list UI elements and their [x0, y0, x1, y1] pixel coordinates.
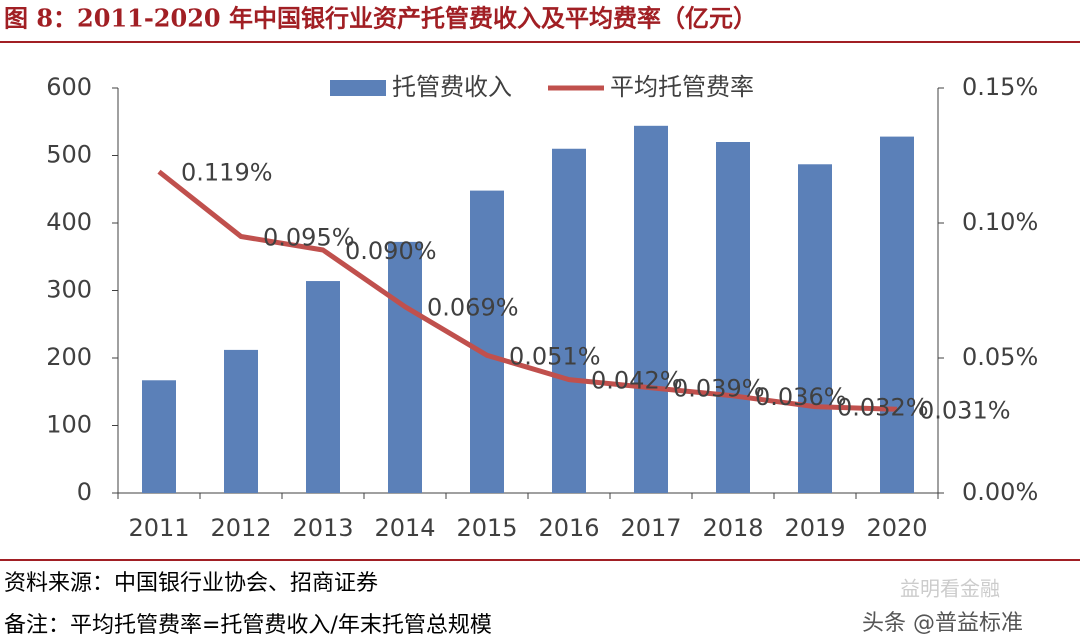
data-label: 0.051%: [509, 342, 601, 370]
data-label: 0.069%: [427, 294, 519, 322]
bar: [552, 148, 586, 493]
chart-title: 图 8：2011-2020 年中国银行业资产托管费收入及平均费率（亿元）: [4, 4, 757, 33]
x-tick-label: 2011: [128, 514, 189, 542]
bar: [470, 190, 504, 493]
y2-tick-label: 0.10%: [962, 208, 1038, 236]
watermark: 益明看金融: [900, 577, 1000, 601]
y-tick-label: 100: [46, 411, 92, 439]
data-label: 0.095%: [263, 224, 355, 252]
x-tick-label: 2020: [866, 514, 927, 542]
x-tick-label: 2016: [538, 514, 599, 542]
y2-tick-label: 0.00%: [962, 478, 1038, 506]
data-label: 0.042%: [591, 367, 683, 395]
bar: [634, 125, 668, 494]
y-tick-label: 0: [77, 478, 92, 506]
y2-tick-label: 0.15%: [962, 73, 1038, 101]
y-tick-label: 300: [46, 276, 92, 304]
source: 资料来源：中国银行业协会、招商证券: [4, 571, 378, 596]
x-tick-label: 2017: [620, 514, 681, 542]
bar: [224, 349, 258, 493]
line: [157, 169, 898, 412]
x-tick-label: 2015: [456, 514, 517, 542]
data-label: 0.119%: [181, 159, 273, 187]
x-tick-label: 2014: [374, 514, 435, 542]
bar: [142, 380, 176, 493]
legend-swatch: [330, 80, 386, 96]
x-tick-label: 2013: [292, 514, 353, 542]
x-tick-label: 2019: [784, 514, 845, 542]
data-label: 0.031%: [919, 396, 1011, 424]
data-label: 0.032%: [837, 394, 929, 422]
y-tick-label: 200: [46, 343, 92, 371]
y2-tick-label: 0.05%: [962, 343, 1038, 371]
legend-label: 平均托管费率: [610, 73, 754, 101]
y-tick-label: 400: [46, 208, 92, 236]
note: 备注：平均托管费率=托管费收入/年末托管总规模: [4, 613, 492, 638]
legend-label: 托管费收入: [392, 73, 512, 101]
data-label: 0.090%: [345, 237, 437, 265]
x-tick-label: 2012: [210, 514, 271, 542]
bar: [716, 142, 750, 493]
x-tick-label: 2018: [702, 514, 763, 542]
y-tick-label: 600: [46, 73, 92, 101]
bar: [798, 164, 832, 493]
bar: [306, 281, 340, 493]
data-label: 0.036%: [755, 383, 847, 411]
data-label: 0.039%: [673, 375, 765, 403]
bar: [388, 241, 422, 493]
watermark: 头条 @普益标准: [862, 611, 1023, 636]
bar: [880, 136, 914, 493]
y-tick-label: 500: [46, 141, 92, 169]
